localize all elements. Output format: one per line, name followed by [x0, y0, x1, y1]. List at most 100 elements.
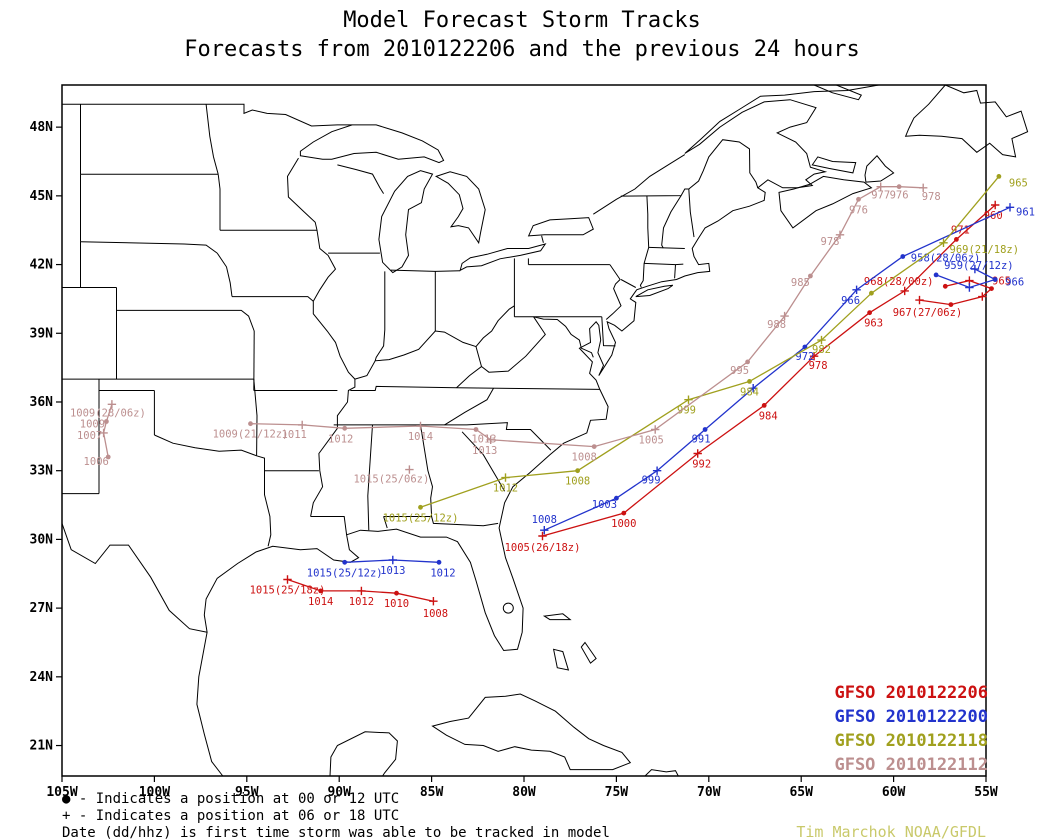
track-point-plus-marker: [283, 575, 292, 584]
track-point-dot-marker: [394, 590, 399, 596]
track-point-plus-marker: [919, 183, 928, 192]
track-gfso-2010122206: 1015(25/18z)1014 1012 101010081005(26/18z)…: [250, 200, 1011, 620]
pressure-label: 966: [841, 295, 860, 307]
lat-tick-label: 36N: [30, 395, 54, 410]
credit-text: Tim Marchok NOAA/GFDL: [796, 823, 986, 840]
track-point-plus-marker: [965, 283, 974, 292]
track-point-plus-marker: [978, 292, 987, 301]
footnote-marker-06-18utc: + - Indicates a position at 06 or 18 UTC: [62, 808, 399, 824]
track-point-dot-marker: [318, 588, 324, 594]
track-point-plus-marker: [501, 473, 510, 482]
pressure-label: 1015(25/12z): [383, 512, 459, 524]
track-point-plus-marker: [429, 597, 438, 606]
lon-tick-label: 65W: [789, 785, 813, 800]
pressure-label: 978: [821, 236, 840, 248]
track-point-plus-marker: [651, 425, 660, 434]
track-point-dot-marker: [867, 310, 872, 316]
track-point-dot-marker: [989, 286, 994, 291]
pressure-label: 1006: [84, 456, 109, 468]
track-point-dot-marker: [105, 454, 111, 460]
footnote-marker-00-12utc: ● - Indicates a position at 00 or 12 UTC: [62, 791, 399, 807]
track-point-plus-marker: [900, 286, 909, 296]
pressure-label: 977: [871, 190, 890, 202]
pressure-label: 959(27/12z): [944, 260, 1014, 272]
track-point-plus-marker: [107, 400, 117, 409]
pressure-label: 991: [692, 434, 711, 446]
track-point-dot-marker: [933, 272, 939, 278]
track-point-dot-marker: [747, 379, 752, 384]
pressure-label: 1010: [384, 598, 409, 610]
pressure-label: 1013: [472, 445, 497, 457]
lat-tick-label: 48N: [30, 120, 54, 135]
track-point-plus-marker: [538, 531, 547, 541]
pressure-label: 1008: [572, 452, 597, 464]
track-point-plus-marker: [486, 435, 495, 444]
track-point-dot-marker: [808, 273, 813, 279]
pressure-label: 967(27/06z): [893, 307, 963, 319]
pressure-label: 1014: [408, 431, 433, 443]
track-point-dot-marker: [896, 184, 902, 190]
storm-tracks-layer: 1015(25/18z)1014 1012 101010081005(26/18z)…: [70, 174, 1035, 620]
pressure-label: 1012: [430, 567, 455, 579]
pressure-label: 1015(25/12z): [307, 567, 383, 579]
pressure-label: 965: [1009, 177, 1028, 189]
pressure-label: 1012: [328, 433, 353, 445]
pressure-label: 1003: [592, 499, 617, 511]
track-point-plus-marker: [684, 395, 693, 404]
track-point-dot-marker: [702, 427, 708, 432]
pressure-label: 966: [1005, 277, 1024, 289]
lon-tick-label: 95W: [235, 785, 259, 800]
track-point-dot-marker: [948, 302, 954, 307]
track-point-plus-marker: [970, 264, 980, 274]
footnote-date-format: Date (dd/hhz) is first time storm was ab…: [62, 825, 610, 840]
track-gfso-2010122200: 1015(25/12z)1013 101210081003999991972966…: [307, 203, 1035, 579]
lat-tick-label: 30N: [30, 532, 54, 547]
lon-tick-label: 100W: [139, 785, 170, 800]
track-point-plus-marker: [809, 352, 819, 361]
pressure-label: 972: [795, 351, 814, 363]
pressure-label: 1008: [565, 476, 590, 488]
pressure-label: 969(21/18z): [950, 244, 1020, 256]
lon-tick-label: 55W: [974, 785, 998, 800]
track-point-plus-marker: [388, 555, 397, 565]
track-point-dot-marker: [591, 444, 597, 449]
track-point-dot-marker: [248, 421, 253, 427]
track-point-dot-marker: [942, 283, 948, 289]
map-frame: [61, 84, 987, 777]
track-point-plus-marker: [939, 238, 948, 247]
pressure-label: 1013: [380, 565, 405, 577]
pressure-label: 1009(21/12z): [213, 429, 289, 441]
pressure-label: 1009(28/06z): [70, 407, 146, 419]
track-gfso-2010122118: 1015(25/12z) 1012 1008 999 984 982 969(21/18z)…: [383, 174, 1028, 524]
lon-tick-label: 60W: [882, 785, 906, 800]
track-point-plus-marker: [817, 335, 826, 345]
track-point-plus-marker: [915, 295, 924, 305]
track-point-plus-marker: [416, 421, 425, 431]
pressure-label: 968(28/00z): [864, 276, 934, 288]
pressure-label: 1015(25/06z): [353, 474, 429, 486]
pressure-label: 961: [1016, 206, 1035, 218]
pressure-label: 1000: [611, 518, 636, 530]
pressure-label: 985: [791, 277, 810, 289]
track-point-dot-marker: [996, 174, 1002, 179]
pressure-label: 1007: [77, 430, 102, 442]
pressure-label: 1009: [80, 419, 105, 431]
pressure-label: 976: [849, 204, 868, 216]
lat-tick-label: 27N: [30, 601, 54, 616]
track-point-dot-marker: [614, 495, 619, 501]
legend-item-gfso-2010122200: GFSO 2010122200: [834, 707, 988, 727]
track-point-plus-marker: [991, 200, 1000, 210]
pressure-label: 999: [642, 475, 661, 487]
track-point-dot-marker: [418, 504, 423, 510]
track-point-plus-marker: [540, 526, 549, 535]
lon-tick-label: 105W: [46, 785, 77, 800]
basemap-coastlines: [61, 84, 1029, 777]
lake-okeechobee: [502, 602, 514, 614]
pressure-label: 999: [677, 405, 696, 417]
track-point-dot-marker: [856, 196, 861, 202]
axis-ticks: [56, 126, 987, 782]
lat-tick-label: 45N: [30, 189, 54, 204]
track-point-dot-marker: [761, 403, 767, 408]
track-line: [250, 186, 924, 448]
track-point-plus-marker: [852, 285, 861, 294]
